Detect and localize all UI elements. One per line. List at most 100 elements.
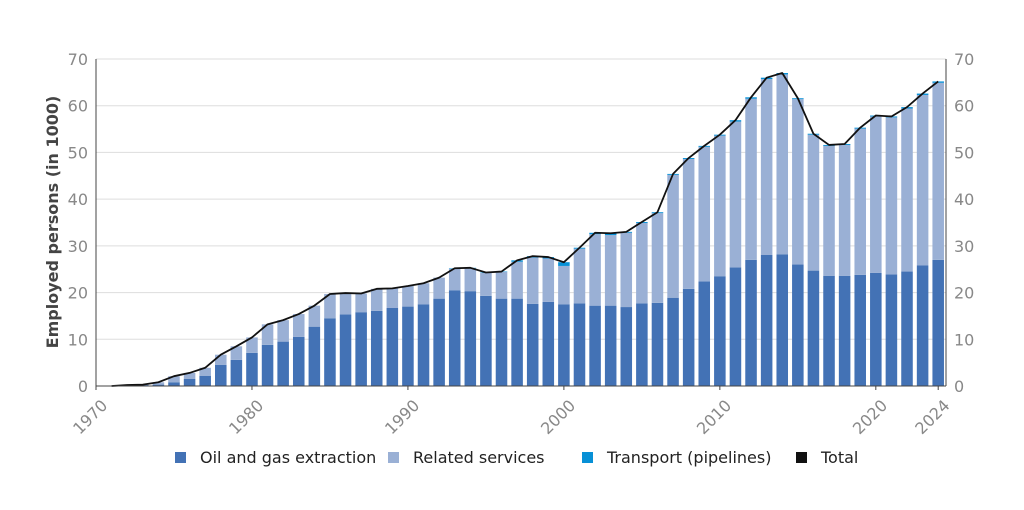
bar-oil-and-gas-extraction-2023	[916, 265, 929, 386]
bar-related-services-2018	[838, 144, 851, 276]
y-tick-left-50: 50	[68, 143, 88, 162]
bar-oil-and-gas-extraction-2004	[620, 307, 633, 386]
bar-related-services-1989	[386, 288, 399, 308]
legend-swatch-transport-pipelines	[582, 452, 593, 463]
bar-related-services-1984	[308, 305, 321, 327]
bar-marks	[121, 73, 944, 386]
bar-related-services-2009	[698, 146, 711, 282]
bar-oil-and-gas-extraction-2014	[776, 254, 789, 386]
bar-related-services-2002	[589, 234, 601, 306]
bar-oil-and-gas-extraction-2003	[604, 305, 617, 386]
bar-related-services-1995	[480, 272, 492, 296]
bar-oil-and-gas-extraction-2012	[745, 259, 757, 386]
bar-related-services-1985	[324, 293, 336, 319]
bar-oil-and-gas-extraction-2000	[558, 304, 570, 386]
bar-related-services-2005	[636, 222, 648, 304]
bar-oil-and-gas-extraction-1992	[433, 298, 445, 386]
y-tick-right-10: 10	[954, 330, 974, 349]
bar-oil-and-gas-extraction-1982	[277, 341, 289, 386]
y-tick-right-40: 40	[954, 190, 974, 209]
bar-related-services-2007	[667, 174, 679, 298]
bar-related-services-1988	[370, 288, 383, 311]
bar-related-services-1983	[292, 314, 305, 337]
y-tick-right-50: 50	[954, 143, 974, 162]
bar-oil-and-gas-extraction-2007	[667, 297, 679, 386]
legend-swatch-total	[796, 452, 807, 463]
bar-related-services-1997	[511, 261, 523, 299]
legend-label-related-services: Related services	[413, 448, 545, 467]
bar-oil-and-gas-extraction-2009	[698, 281, 711, 386]
legend-swatch-related-services	[388, 452, 399, 463]
bar-related-services-2024	[932, 82, 944, 260]
bar-oil-and-gas-extraction-1981	[261, 344, 274, 386]
y-tick-left-10: 10	[68, 330, 88, 349]
bar-related-services-2010	[714, 135, 726, 277]
bar-oil-and-gas-extraction-1999	[542, 301, 555, 386]
bar-related-services-1999	[542, 258, 555, 302]
bar-related-services-2014	[776, 74, 789, 255]
y-tick-right-0: 0	[954, 377, 964, 396]
bar-oil-and-gas-extraction-1993	[448, 290, 461, 386]
y-tick-labels-left: 0 10 20 30 40 50 60 70	[68, 50, 88, 396]
bar-oil-and-gas-extraction-2008	[682, 288, 695, 386]
y-tick-left-60: 60	[68, 97, 88, 116]
y-tick-left-20: 20	[68, 284, 88, 303]
bar-oil-and-gas-extraction-2019	[854, 274, 866, 386]
total-line-layer	[111, 72, 939, 387]
x-tick-1990: 1990	[381, 396, 423, 438]
bar-transport-pipelines-2000	[558, 262, 570, 266]
bar-oil-and-gas-extraction-2020	[870, 272, 882, 386]
bar-oil-and-gas-extraction-1984	[308, 326, 321, 386]
y-tick-labels-right: 0 10 20 30 40 50 60 70	[954, 50, 974, 396]
bar-related-services-1996	[495, 272, 508, 299]
y-tick-right-30: 30	[954, 237, 974, 256]
bar-oil-and-gas-extraction-1975	[168, 382, 180, 386]
y-tick-left-40: 40	[68, 190, 88, 209]
bar-oil-and-gas-extraction-1978	[215, 364, 227, 386]
bar-oil-and-gas-extraction-1976	[183, 378, 196, 386]
legend-label-total: Total	[820, 448, 858, 467]
bar-oil-and-gas-extraction-2018	[838, 275, 851, 386]
bar-oil-and-gas-extraction-2017	[823, 275, 835, 386]
bar-related-services-2001	[573, 248, 586, 304]
bar-related-services-1987	[355, 293, 367, 313]
bar-related-services-1992	[433, 277, 445, 299]
bar-related-services-1991	[417, 283, 430, 305]
bar-related-services-2008	[682, 158, 695, 289]
legend-swatch-oil-and-gas-extraction	[175, 452, 186, 463]
y-tick-left-0: 0	[78, 377, 88, 396]
bar-related-services-2004	[620, 232, 633, 308]
legend-label-transport-pipelines: Transport (pipelines)	[606, 448, 771, 467]
bar-oil-and-gas-extraction-2015	[792, 264, 804, 386]
bar-oil-and-gas-extraction-2021	[885, 274, 898, 386]
bar-related-services-2020	[870, 116, 882, 273]
y-tick-right-70: 70	[954, 50, 974, 69]
bar-oil-and-gas-extraction-1985	[324, 318, 336, 386]
bar-related-services-1981	[261, 324, 274, 345]
bar-related-services-1998	[526, 257, 539, 304]
bar-oil-and-gas-extraction-2013	[760, 254, 773, 386]
bar-oil-and-gas-extraction-2011	[729, 267, 742, 386]
legend: Oil and gas extraction Related services Tr…	[175, 448, 858, 467]
bar-related-services-2006	[651, 213, 664, 303]
bar-oil-and-gas-extraction-1996	[495, 298, 508, 386]
bar-oil-and-gas-extraction-2001	[573, 303, 586, 386]
bar-related-services-2012	[745, 98, 757, 260]
bar-related-services-1977	[199, 367, 211, 376]
bar-related-services-2022	[901, 108, 913, 272]
bar-oil-and-gas-extraction-2005	[636, 303, 648, 386]
bar-oil-and-gas-extraction-2006	[651, 302, 664, 386]
bar-related-services-1986	[339, 293, 352, 315]
bar-oil-and-gas-extraction-1987	[355, 312, 367, 386]
bar-oil-and-gas-extraction-2016	[807, 270, 820, 386]
bar-related-services-1975	[168, 376, 180, 383]
bar-oil-and-gas-extraction-1991	[417, 304, 430, 386]
y-tick-right-60: 60	[954, 97, 974, 116]
y-axis-label: Employed persons (in 1000)	[43, 96, 62, 349]
bar-oil-and-gas-extraction-2024	[932, 259, 944, 386]
y-tick-left-70: 70	[68, 50, 88, 69]
bar-related-services-2000	[558, 265, 570, 305]
bar-oil-and-gas-extraction-1994	[464, 291, 477, 386]
bar-related-services-1990	[402, 286, 414, 307]
